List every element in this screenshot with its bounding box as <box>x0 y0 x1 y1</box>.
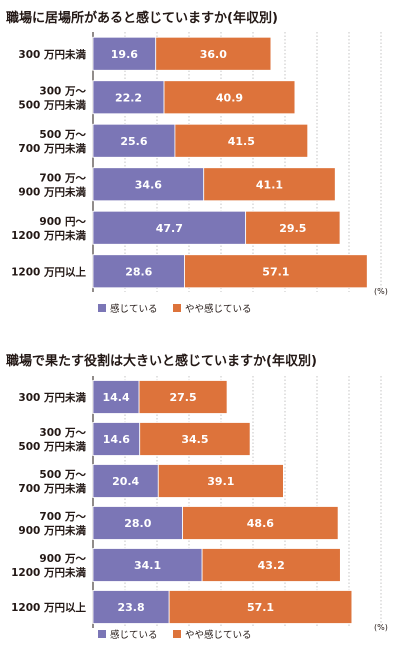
chart1-bar-series2 <box>163 80 296 115</box>
chart2-data-label: 48.6 <box>247 517 274 530</box>
chart1-category-label: 500 万円未満 <box>18 98 86 111</box>
chart2-bar-series1 <box>92 422 141 456</box>
chart1-legend-swatch <box>98 304 106 312</box>
chart2-legend-label: 感じている <box>110 629 158 641</box>
chart1-bar-series2 <box>245 210 341 245</box>
chart1-data-label: 41.1 <box>256 178 283 191</box>
chart2-data-label: 27.5 <box>170 391 197 404</box>
chart1-category-label: 900 円～ <box>39 216 86 228</box>
chart2-bar-series2 <box>201 548 341 582</box>
chart1-data-label: 57.1 <box>262 265 289 278</box>
chart1-data-label: 41.5 <box>228 135 255 148</box>
chart2-bar-series1 <box>92 590 170 624</box>
chart1-legend-label: やや感じている <box>185 303 252 315</box>
chart2-data-label: 14.4 <box>102 391 129 404</box>
chart1-data-label: 22.2 <box>115 91 142 104</box>
chart2-data-label: 57.1 <box>247 601 274 614</box>
chart1-bar-series1 <box>92 254 185 289</box>
chart1-bar-series1 <box>92 36 157 71</box>
chart2-category-label: 1200 万円以上 <box>11 601 86 614</box>
chart1-unit-label: (%) <box>374 287 388 296</box>
chart1-bar-series1 <box>92 123 176 158</box>
chart2-title: 職場で果たす役割は大きいと感じていますか(年収別) <box>6 353 317 369</box>
chart1-category-label: 500 万～ <box>39 129 86 141</box>
chart1-bar-series2 <box>184 254 368 289</box>
chart2-bar-series2 <box>182 506 339 540</box>
chart1-data-label: 19.6 <box>111 48 138 61</box>
chart2-category-label: 300 万円未満 <box>18 391 86 404</box>
chart1-category-label: 1200 万円未満 <box>11 229 86 242</box>
chart2-data-label: 14.6 <box>103 433 130 446</box>
chart2-data-label: 34.5 <box>181 433 208 446</box>
chart2-unit-label: (%) <box>374 623 388 632</box>
chart2-category-label: 1200 万円未満 <box>11 566 86 579</box>
chart2-bar-series2 <box>139 422 251 456</box>
chart2-category-label: 300 万～ <box>39 427 86 439</box>
chart1-legend-label: 感じている <box>110 303 158 315</box>
chart1-data-label: 28.6 <box>125 265 152 278</box>
chart2-data-label: 43.2 <box>258 559 285 572</box>
chart1-category-label: 1200 万円以上 <box>11 265 86 278</box>
chart1-category-label: 700 万円未満 <box>18 142 86 155</box>
chart2-category-label: 500 万円未満 <box>18 440 86 453</box>
chart2-category-label: 900 万円未満 <box>18 524 86 537</box>
chart2-data-label: 20.4 <box>112 475 139 488</box>
chart1-bar-series1 <box>92 80 165 115</box>
chart2-category-label: 900 万～ <box>39 553 86 565</box>
chart1-data-label: 29.5 <box>279 222 306 235</box>
chart2-data-label: 34.1 <box>134 559 161 572</box>
chart2-legend-label: やや感じている <box>185 629 252 641</box>
chart1-data-label: 40.9 <box>216 91 243 104</box>
chart1-bar-series2 <box>155 36 272 71</box>
chart2-bar-series1 <box>92 548 203 582</box>
chart2-category-label: 700 万円未満 <box>18 482 86 495</box>
chart2-data-label: 23.8 <box>118 601 145 614</box>
chart2-bar-series2 <box>168 590 353 624</box>
chart1-category-label: 900 万円未満 <box>18 185 86 198</box>
chart1-legend-swatch <box>173 304 181 312</box>
chart2-bar-series2 <box>138 380 228 414</box>
chart1-data-label: 47.7 <box>156 222 183 235</box>
chart2-bar-series1 <box>92 464 159 498</box>
chart2-category-label: 700 万～ <box>39 511 86 523</box>
chart1-data-label: 25.6 <box>120 135 147 148</box>
chart1-data-label: 34.6 <box>135 178 162 191</box>
chart1-bar-series2 <box>203 167 336 202</box>
chart2-data-label: 28.0 <box>124 517 151 530</box>
chart2-legend-swatch <box>98 630 106 638</box>
chart1-category-label: 300 万～ <box>39 85 86 97</box>
chart1-category-label: 700 万～ <box>39 172 86 184</box>
chart2-data-label: 39.1 <box>207 475 234 488</box>
chart2-bar-series2 <box>157 464 284 498</box>
chart1-data-label: 36.0 <box>200 48 227 61</box>
chart1-category-label: 300 万円未満 <box>18 48 86 61</box>
chart1-bar-series2 <box>174 123 309 158</box>
chart2-bar-series1 <box>92 506 183 540</box>
chart2-category-label: 500 万～ <box>39 469 86 481</box>
chart1-title: 職場に居場所があると感じていますか(年収別) <box>6 10 278 26</box>
chart1-bar-series1 <box>92 210 247 245</box>
chart2-legend-swatch <box>173 630 181 638</box>
